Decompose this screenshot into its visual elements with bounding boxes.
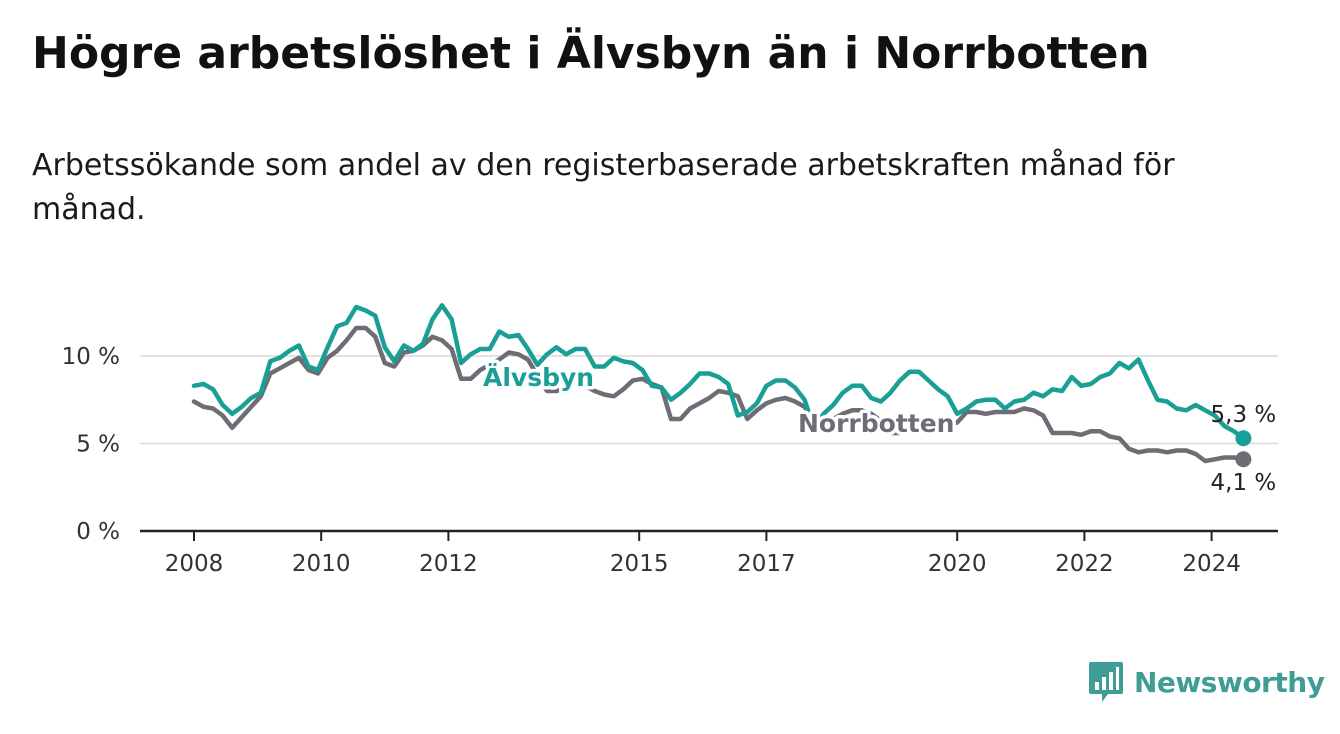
x-tick-label: 2020 xyxy=(928,551,987,577)
series-end-dot xyxy=(1235,430,1252,447)
label-layer: Norrbotten Älvsbyn 4,1 % 5,3 % xyxy=(480,359,1277,497)
series-label: Norrbotten xyxy=(798,409,954,438)
series-line-norrbotten xyxy=(191,325,1246,464)
chart-subtitle: Arbetssökande som andel av den registerb… xyxy=(32,148,1175,227)
y-tick-label: 5 % xyxy=(76,432,120,458)
brand-name: Newsworthy xyxy=(1134,665,1325,699)
series-label: Älvsbyn xyxy=(483,362,594,392)
series-end-label: 5,3 % xyxy=(1211,402,1277,428)
y-tick-label: 0 % xyxy=(76,519,120,545)
line-chart: 0 % 5 % 10 % 2008 2010 2012 2015 2017 2020 2022 20… xyxy=(62,303,1278,577)
x-tick-label: 2012 xyxy=(419,551,478,577)
x-tick-label: 2022 xyxy=(1055,551,1114,577)
x-tick-label: 2015 xyxy=(610,551,669,577)
axis-layer: 0 % 5 % 10 % 2008 2010 2012 2015 2017 2020 2022 20… xyxy=(62,344,1278,577)
series-end-label: 4,1 % xyxy=(1211,470,1277,496)
brand-logo: Newsworthy xyxy=(1088,660,1325,704)
series-end-dot xyxy=(1235,451,1252,468)
x-tick-label: 2008 xyxy=(165,551,224,577)
page-title: Högre arbetslöshet i Älvsbyn än i Norrbo… xyxy=(32,28,1150,79)
series-line-lvsbyn xyxy=(191,303,1246,441)
x-tick-label: 2024 xyxy=(1182,551,1241,577)
y-tick-label: 10 % xyxy=(62,344,120,370)
x-tick-label: 2010 xyxy=(292,551,351,577)
bar-chart-badge-icon xyxy=(1089,662,1123,702)
x-tick-label: 2017 xyxy=(737,551,796,577)
series-layer xyxy=(191,303,1246,464)
